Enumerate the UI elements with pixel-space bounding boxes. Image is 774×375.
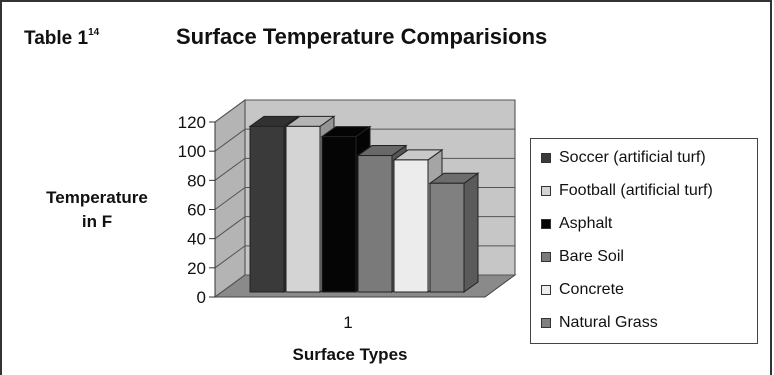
chart-legend: Soccer (artificial turf) Football (artifi… bbox=[530, 138, 758, 344]
legend-label: Natural Grass bbox=[559, 314, 658, 331]
legend-item: Bare Soil bbox=[541, 246, 624, 268]
bar bbox=[249, 125, 285, 293]
legend-item: Football (artificial turf) bbox=[541, 180, 713, 202]
y-tick-label: 40 bbox=[187, 230, 206, 249]
y-axis-label-line1: Temperature bbox=[46, 188, 148, 207]
y-tick-label: 0 bbox=[197, 288, 206, 307]
legend-swatch bbox=[541, 153, 551, 163]
legend-swatch bbox=[541, 186, 551, 196]
legend-item: Concrete bbox=[541, 279, 624, 301]
y-tick-label: 100 bbox=[178, 142, 206, 161]
legend-item: Soccer (artificial turf) bbox=[541, 147, 706, 169]
bar bbox=[393, 159, 429, 293]
gridline bbox=[214, 128, 515, 152]
table-footnote-ref: 14 bbox=[88, 26, 100, 38]
legend-swatch bbox=[541, 285, 551, 295]
legend-label: Bare Soil bbox=[559, 248, 624, 265]
legend-label: Football (artificial turf) bbox=[559, 182, 713, 199]
legend-swatch bbox=[541, 318, 551, 328]
legend-swatch bbox=[541, 252, 551, 262]
bar bbox=[357, 155, 393, 293]
legend-swatch bbox=[541, 219, 551, 229]
table-label: Table 114 bbox=[24, 26, 100, 49]
bar bbox=[321, 136, 357, 293]
legend-item: Asphalt bbox=[541, 213, 612, 235]
x-axis-label: Surface Types bbox=[292, 345, 408, 364]
legend-label: Asphalt bbox=[559, 215, 613, 232]
legend-label: Concrete bbox=[559, 281, 624, 298]
bar bbox=[285, 125, 321, 293]
y-axis-label-line2: in F bbox=[81, 212, 113, 231]
y-tick-label: 20 bbox=[187, 259, 206, 278]
y-tick-label: 60 bbox=[187, 201, 206, 220]
y-tick-label: 80 bbox=[187, 171, 206, 190]
y-tick-label: 120 bbox=[178, 113, 206, 132]
gridline bbox=[214, 99, 515, 123]
y-axis-label: Temperature in F bbox=[22, 186, 172, 234]
chart-title: Surface Temperature Comparisions bbox=[176, 24, 548, 49]
x-tick-label: 1 bbox=[343, 313, 352, 332]
legend-label: Soccer (artificial turf) bbox=[559, 149, 706, 166]
bar bbox=[429, 182, 465, 293]
legend-item: Natural Grass bbox=[541, 312, 658, 334]
bar-side bbox=[463, 172, 479, 293]
